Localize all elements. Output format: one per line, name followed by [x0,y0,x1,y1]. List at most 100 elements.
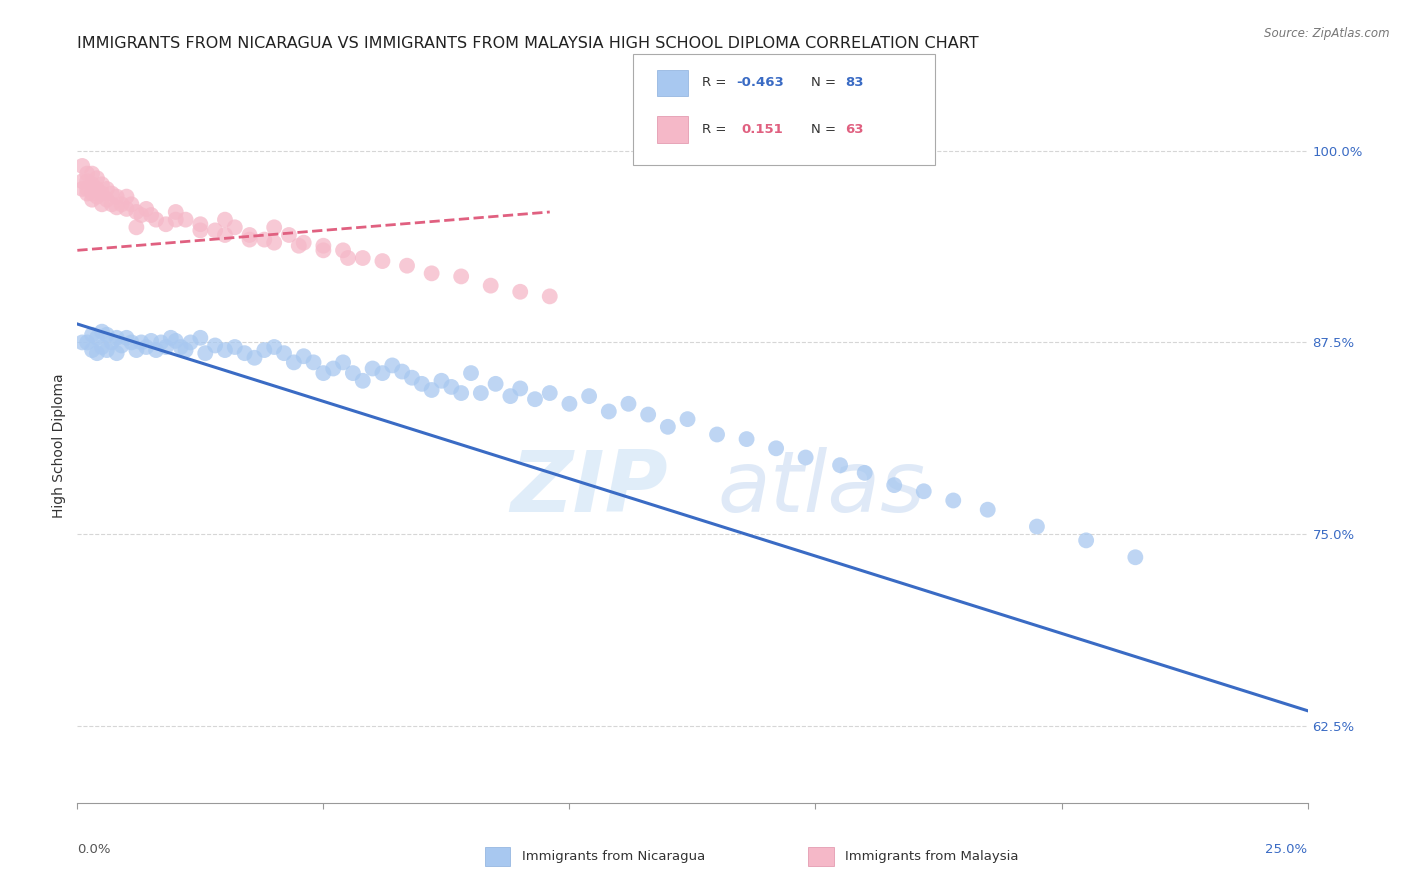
Point [214,343,236,357]
Point [194,346,217,360]
Point [90,186,114,201]
Point [479,278,502,293]
Text: -0.463: -0.463 [737,77,785,89]
Point [509,381,531,395]
Point [273,346,295,360]
Point [263,340,285,354]
Point [180,335,202,350]
Point [160,331,183,345]
Point [188,331,212,345]
Point [141,334,163,348]
Point [381,359,404,373]
Point [125,220,148,235]
Point [125,205,148,219]
Point [420,266,443,280]
Point [155,217,177,231]
Point [111,197,132,211]
Point [76,174,98,188]
Point [214,212,236,227]
Point [883,478,905,492]
Point [794,450,817,465]
Text: 0.0%: 0.0% [77,843,111,856]
Point [105,331,128,345]
Point [450,269,472,284]
Point [204,338,226,352]
Point [121,335,143,350]
Point [352,374,374,388]
Point [371,254,394,268]
Point [129,208,153,222]
Text: 25.0%: 25.0% [1265,843,1308,856]
Point [82,343,104,357]
Point [82,167,104,181]
Text: 63: 63 [845,123,863,136]
Point [263,220,285,235]
Point [101,186,124,201]
Point [735,432,758,446]
Point [332,355,354,369]
Point [830,458,852,473]
Point [145,343,167,357]
Point [352,251,374,265]
Point [174,212,197,227]
Point [538,386,561,401]
Y-axis label: High School Diploma: High School Diploma [52,374,66,518]
Point [141,208,163,222]
Point [411,376,433,391]
Point [578,389,600,403]
Point [96,343,118,357]
Point [214,227,236,242]
Point [125,343,148,357]
Point [96,327,118,342]
Point [76,186,98,201]
Point [420,383,443,397]
Point [170,340,193,354]
Point [342,366,364,380]
Point [391,365,413,379]
Point [977,502,1000,516]
Text: atlas: atlas [717,447,925,531]
Point [657,419,679,434]
Point [853,466,876,480]
Point [105,200,128,214]
Point [86,189,108,203]
Point [485,376,508,391]
Text: Immigrants from Malaysia: Immigrants from Malaysia [845,850,1018,863]
Point [101,335,124,350]
Point [401,370,423,384]
Point [332,244,354,258]
Point [322,361,344,376]
Point [292,235,315,250]
Point [121,197,143,211]
Point [278,227,301,242]
Point [82,186,104,201]
Point [70,335,93,350]
Point [912,484,935,499]
Point [76,182,98,196]
Point [90,178,114,192]
Point [1026,519,1049,533]
Point [188,223,212,237]
Point [90,325,114,339]
Point [558,397,581,411]
Text: N =: N = [811,123,841,136]
Point [470,386,492,401]
Point [105,189,128,203]
Point [396,259,419,273]
Point [263,235,285,250]
Point [337,251,360,265]
Point [101,197,124,211]
Point [145,212,167,227]
Point [371,366,394,380]
Point [82,327,104,342]
Point [253,343,276,357]
Point [115,331,138,345]
Text: Source: ZipAtlas.com: Source: ZipAtlas.com [1264,27,1389,40]
Point [361,361,384,376]
Text: ZIP: ZIP [510,447,668,531]
Point [312,238,335,252]
Text: R =: R = [702,77,730,89]
Point [288,238,311,252]
Point [96,182,118,196]
Point [430,374,453,388]
